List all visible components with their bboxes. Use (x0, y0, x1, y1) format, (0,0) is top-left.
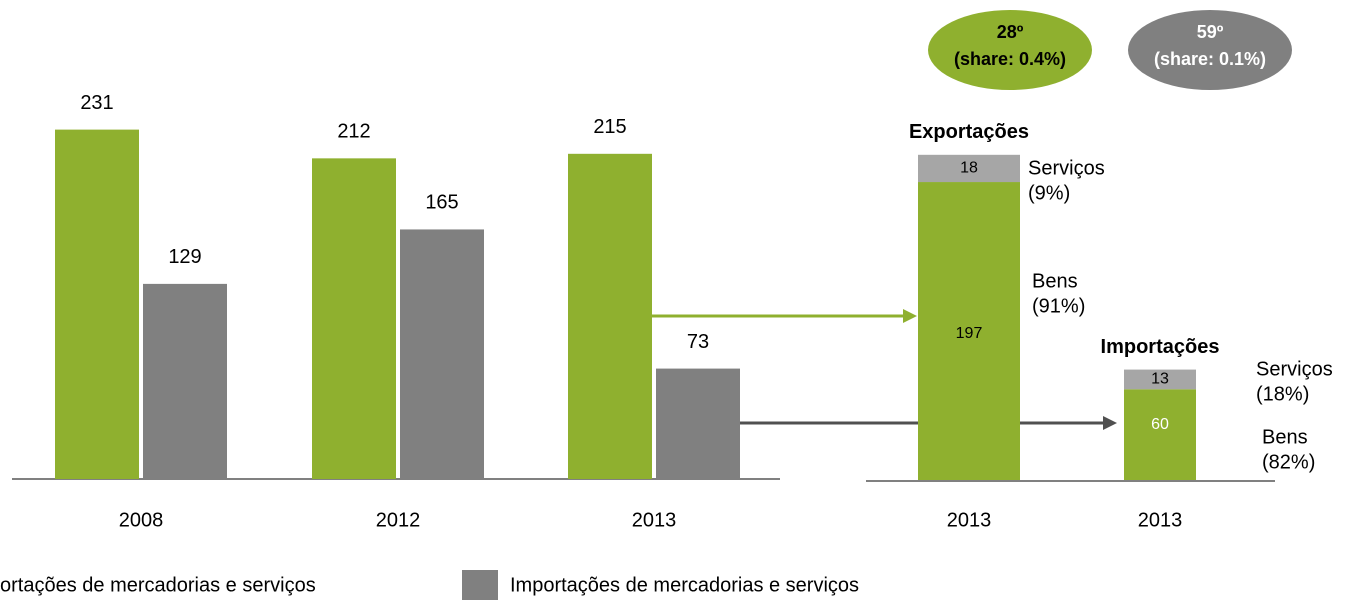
bar-segment (1124, 389, 1196, 480)
data-label: 215 (593, 116, 626, 138)
x-tick-label: 2012 (376, 509, 421, 531)
bar-segment (1124, 369, 1196, 390)
annotation: (91%) (1032, 295, 1085, 317)
bar (55, 129, 139, 480)
data-label: 129 (168, 246, 201, 268)
data-label: 165 (425, 192, 458, 214)
data-label: 60 (1151, 416, 1169, 433)
rank-badge (928, 10, 1092, 90)
annotation: 28º (997, 22, 1024, 42)
data-label: 13 (1151, 371, 1169, 388)
annotation: (82%) (1262, 451, 1315, 473)
stack-title: Importações (1101, 336, 1220, 358)
bar (568, 153, 652, 479)
annotation: (9%) (1028, 182, 1070, 204)
x-tick-label: 2013 (1138, 509, 1183, 531)
annotation: Bens (1262, 426, 1308, 448)
bar (312, 158, 396, 479)
bar (400, 229, 484, 479)
legend-label: Importações de mercadorias e serviços (510, 574, 859, 596)
bar (656, 368, 740, 479)
legend-swatch (462, 570, 498, 600)
annotation: (18%) (1256, 383, 1309, 405)
x-tick-label: 2013 (947, 509, 992, 531)
arrow-head (1103, 416, 1117, 430)
arrow-head (903, 309, 917, 323)
annotation: Serviços (1256, 358, 1333, 380)
annotation: Serviços (1028, 157, 1105, 179)
data-label: 73 (687, 331, 709, 353)
legend-label: ortações de mercadorias e serviços (0, 574, 316, 596)
data-label: 18 (960, 160, 978, 177)
bar-segment (918, 154, 1020, 183)
annotation: (share: 0.1%) (1154, 49, 1266, 69)
annotation: 59º (1197, 22, 1224, 42)
data-label: 197 (956, 325, 983, 342)
annotation: Bens (1032, 270, 1078, 292)
data-label: 231 (80, 92, 113, 114)
stack-title: Exportações (909, 121, 1029, 143)
rank-badge (1128, 10, 1292, 90)
x-tick-label: 2013 (632, 509, 677, 531)
annotation: (share: 0.4%) (954, 49, 1066, 69)
bar (143, 283, 227, 479)
data-label: 212 (337, 121, 370, 143)
bar-segment (918, 182, 1020, 480)
x-tick-label: 2008 (119, 509, 164, 531)
